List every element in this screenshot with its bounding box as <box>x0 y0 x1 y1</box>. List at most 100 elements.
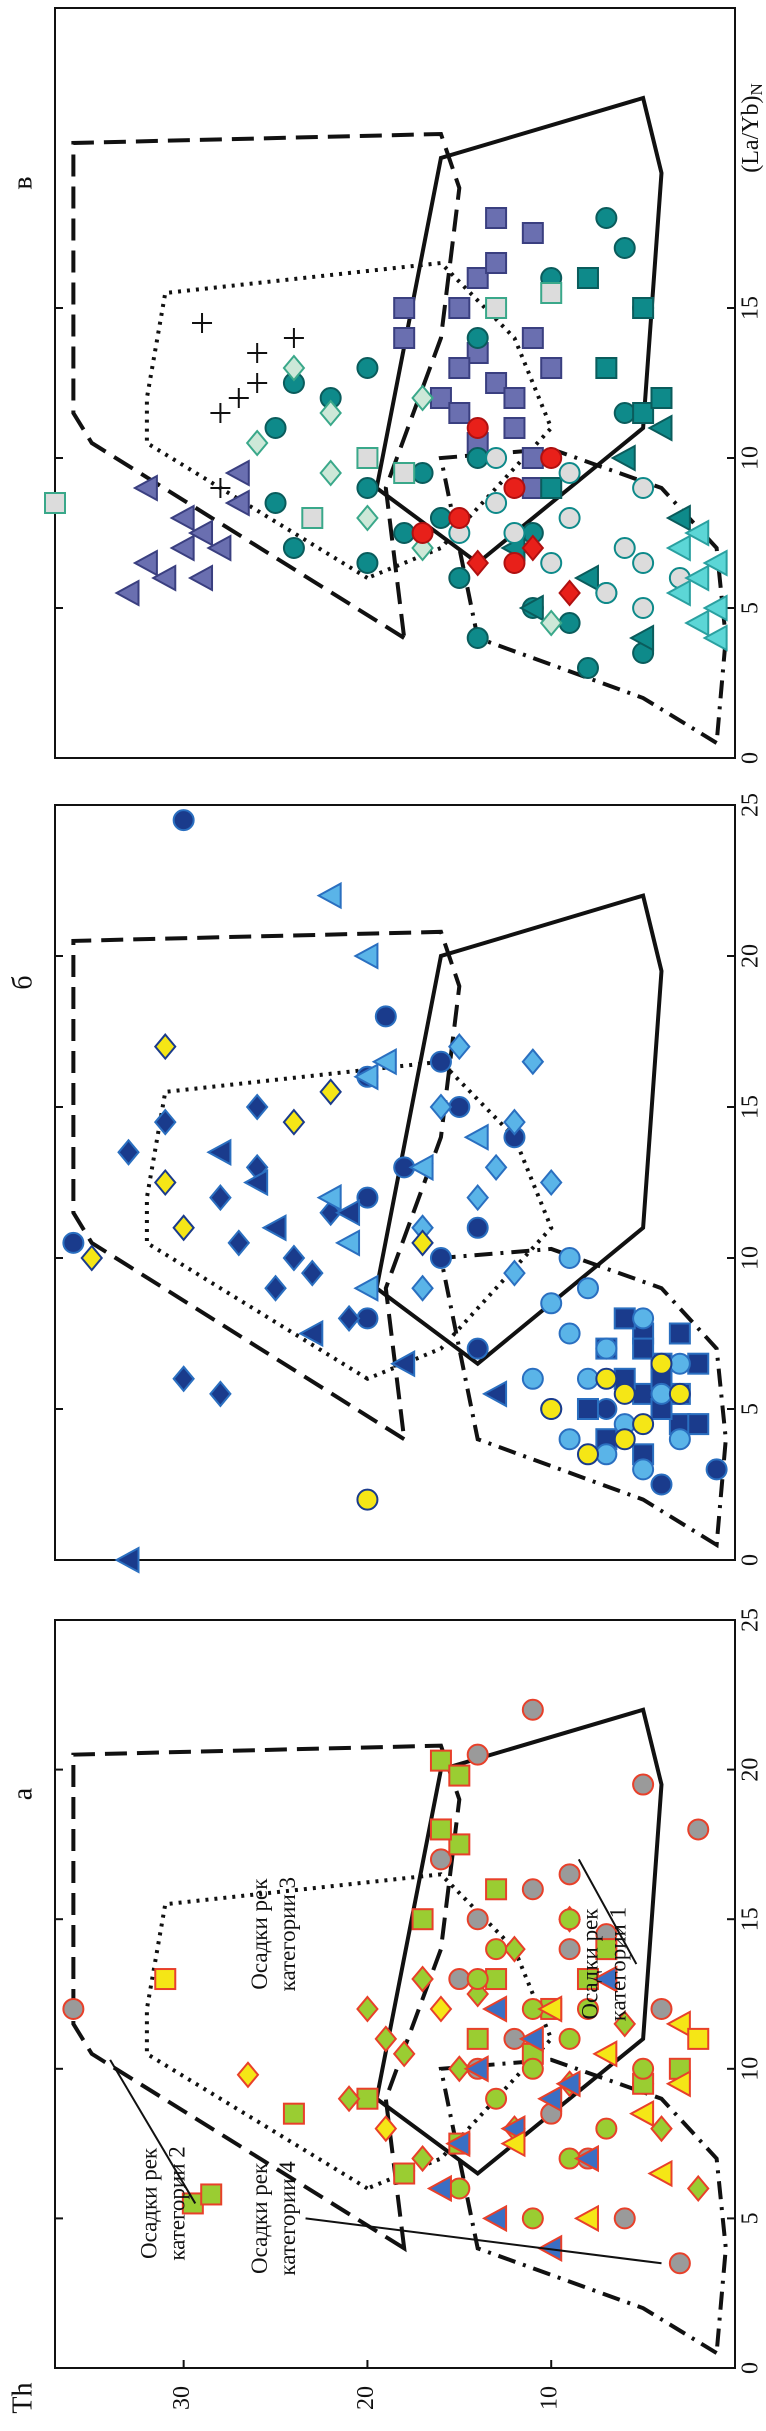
point <box>224 459 250 487</box>
point <box>503 552 526 574</box>
point <box>393 2162 416 2185</box>
point <box>44 492 66 514</box>
point <box>668 1428 691 1451</box>
point <box>521 222 544 244</box>
point <box>629 624 655 652</box>
y-tick-label: 20 <box>353 2386 379 2410</box>
point <box>521 447 544 469</box>
point <box>558 612 581 634</box>
point <box>540 477 563 499</box>
point <box>210 403 231 423</box>
point <box>282 2102 305 2125</box>
point <box>154 1968 177 1991</box>
point <box>172 1214 195 1242</box>
point <box>485 2087 508 2110</box>
point <box>228 388 249 408</box>
point <box>466 2027 489 2050</box>
point <box>702 594 728 622</box>
point <box>485 252 508 274</box>
point <box>206 1138 232 1166</box>
point <box>650 1382 673 1405</box>
point <box>613 537 636 559</box>
point <box>282 1108 306 1136</box>
annotation-arrow <box>109 2059 197 2204</box>
x-tick-label: 0 <box>738 1554 764 1566</box>
point <box>613 1428 636 1451</box>
point <box>518 2025 544 2053</box>
point <box>595 582 618 604</box>
point <box>595 1367 618 1390</box>
point <box>610 444 636 472</box>
field-boundary <box>144 1059 554 1382</box>
annotation: Осадки рек <box>137 2147 162 2259</box>
point <box>153 1033 177 1061</box>
point <box>665 2010 691 2038</box>
point <box>481 1380 508 1408</box>
point <box>540 1292 563 1315</box>
point <box>132 474 158 502</box>
point <box>555 2070 581 2098</box>
point <box>114 1546 140 1574</box>
annotation: категории 4 <box>275 2161 300 2276</box>
x-tick-label: 10 <box>738 2057 764 2081</box>
point <box>448 2055 471 2083</box>
plot-frame <box>54 804 736 1561</box>
point <box>356 447 379 469</box>
point <box>558 1247 581 1269</box>
annotation: категории 1 <box>606 1907 631 2021</box>
x-tick-label: 25 <box>738 1608 764 1632</box>
point <box>632 1307 655 1330</box>
point <box>169 504 195 532</box>
point <box>503 417 526 439</box>
point <box>592 1965 618 1993</box>
point <box>356 1186 379 1209</box>
point <box>595 1337 618 1360</box>
point <box>500 2129 526 2158</box>
point <box>411 1229 434 1257</box>
point <box>448 567 471 589</box>
point <box>613 2207 636 2230</box>
point <box>301 507 324 529</box>
point <box>705 1458 728 1481</box>
point <box>558 507 581 529</box>
point <box>264 417 287 439</box>
x-tick-label: 15 <box>738 1095 764 1119</box>
point <box>632 1458 655 1481</box>
point <box>503 387 526 409</box>
point <box>540 282 563 304</box>
point <box>485 1938 508 1961</box>
point <box>132 549 158 577</box>
point <box>356 1488 379 1511</box>
point <box>576 1997 599 2020</box>
point <box>665 534 691 562</box>
plot-frame <box>54 7 736 759</box>
point <box>393 327 416 349</box>
point <box>485 207 508 229</box>
point <box>356 552 379 574</box>
point <box>224 489 250 517</box>
point <box>665 2070 691 2098</box>
point <box>521 2057 544 2080</box>
point <box>481 2204 508 2233</box>
point <box>247 343 268 363</box>
plot-frame <box>54 1619 736 2369</box>
point <box>521 2207 544 2230</box>
point <box>393 297 416 319</box>
point <box>356 504 379 532</box>
point <box>411 1908 434 1931</box>
annotation: категории 3 <box>275 1877 300 1991</box>
annotation-arrow <box>577 1858 638 1965</box>
point <box>684 564 710 592</box>
point <box>429 1050 452 1073</box>
point <box>573 2204 599 2233</box>
point <box>448 2177 471 2200</box>
field-boundary <box>438 2057 728 2357</box>
annotation: категории 2 <box>165 2146 190 2260</box>
point <box>466 267 489 289</box>
point <box>353 1274 379 1302</box>
point <box>429 507 452 529</box>
point <box>261 1214 287 1242</box>
field-boundary <box>71 929 462 1444</box>
point <box>558 1938 581 1961</box>
